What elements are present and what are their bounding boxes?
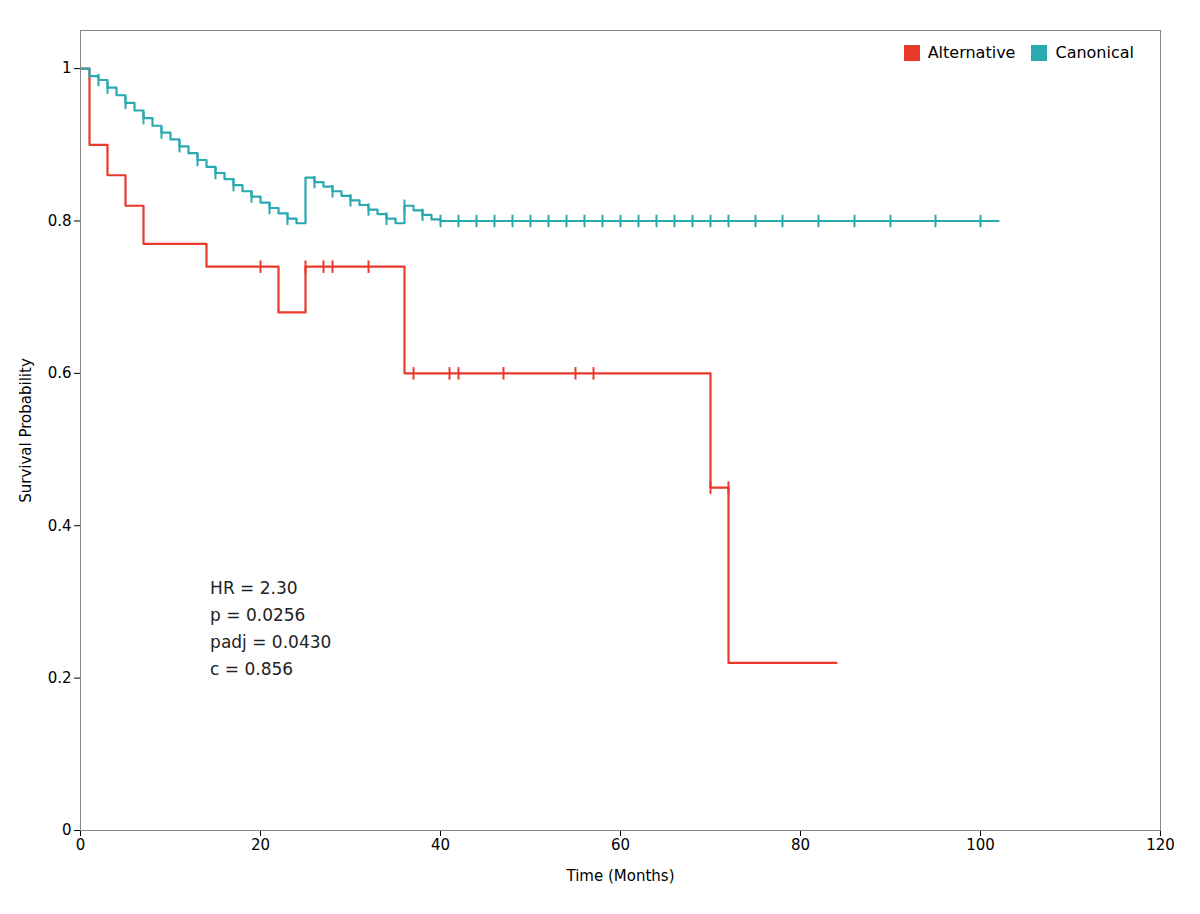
svg-text:0.4: 0.4 <box>48 517 72 535</box>
svg-text:60: 60 <box>611 836 630 854</box>
html-text:Alternative: Alternative <box>927 43 1016 62</box>
svg-text:0: 0 <box>76 836 86 854</box>
svg-text:0: 0 <box>62 821 72 839</box>
svg-text:Time (Months): Time (Months) <box>565 867 674 885</box>
svg-text:1: 1 <box>62 59 72 77</box>
svg-text:100: 100 <box>966 836 995 854</box>
svg-text:0.6: 0.6 <box>48 364 72 382</box>
svg-text:80: 80 <box>791 836 810 854</box>
svg-text:0.8: 0.8 <box>48 212 72 230</box>
svg-text:20: 20 <box>251 836 270 854</box>
html-text:Canonical: Canonical <box>1055 43 1134 62</box>
svg-text:0.2: 0.2 <box>48 669 72 687</box>
svg-text:HR = 2.30p = 0.0256padj = 0.04: HR = 2.30p = 0.0256padj = 0.0430c = 0.85… <box>210 578 331 680</box>
svg-text:Survival Probability: Survival Probability <box>17 358 35 503</box>
svg-text:40: 40 <box>431 836 450 854</box>
svg-text:120: 120 <box>1146 836 1175 854</box>
